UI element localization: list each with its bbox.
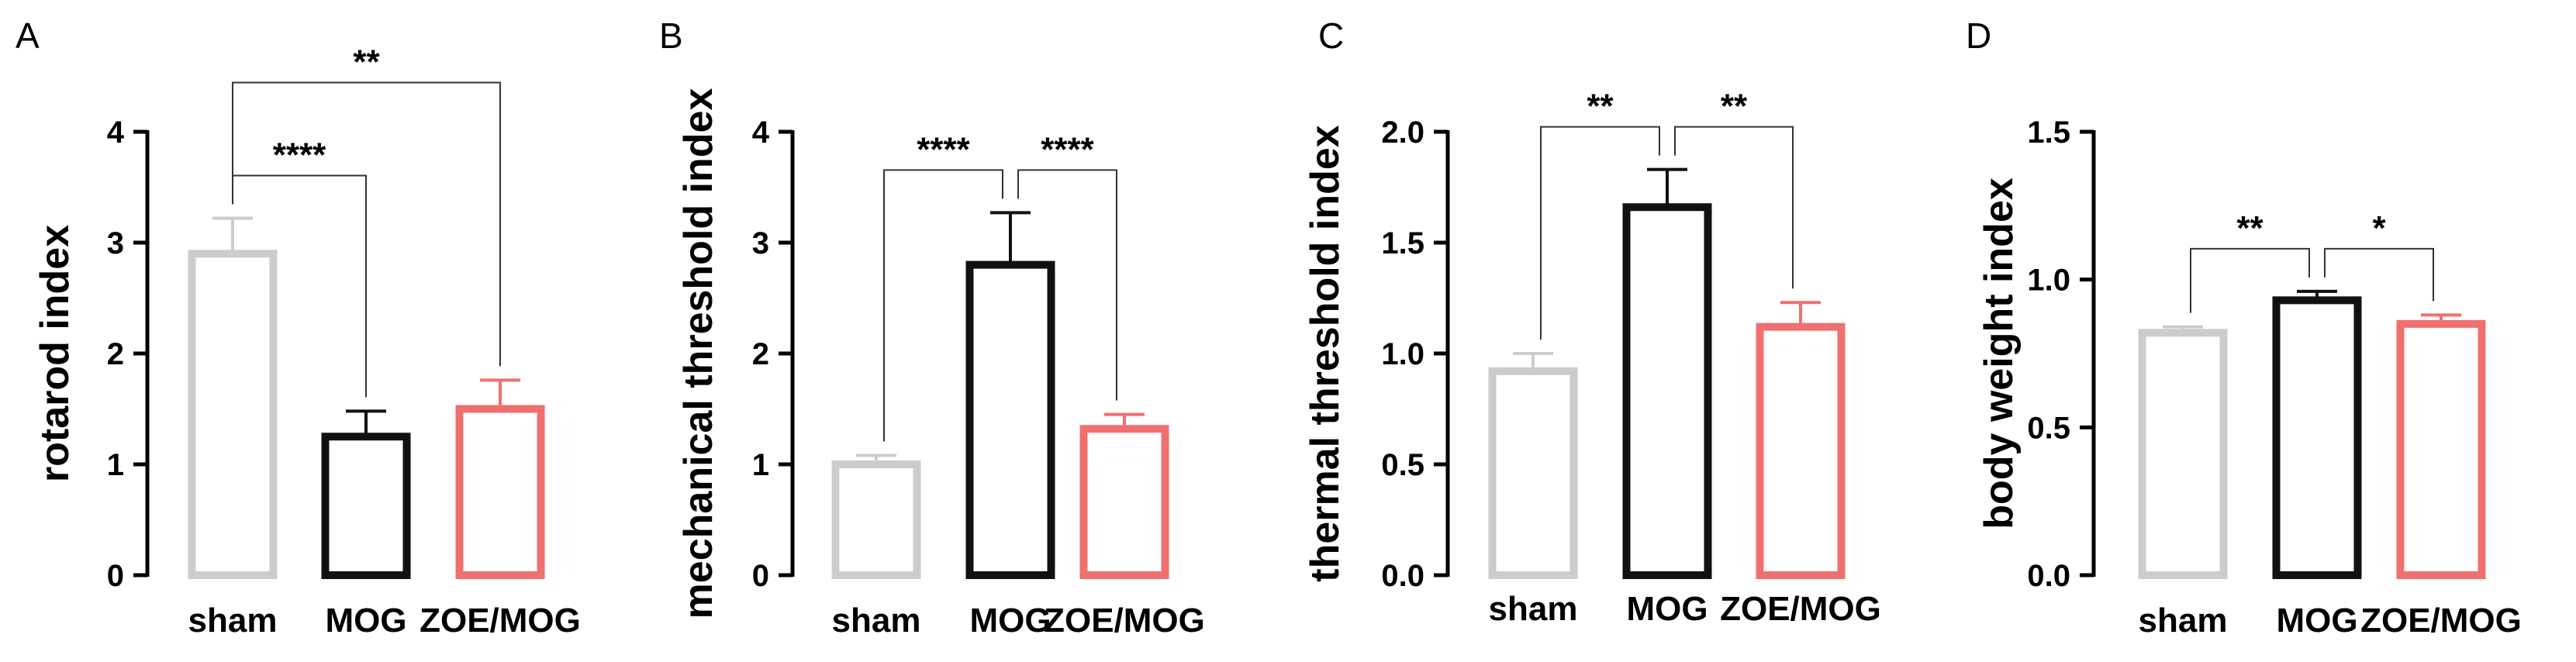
y-tick-label: 0.0 [2027,559,2070,593]
y-axis-label: mechanical threshold index [676,88,721,619]
category-label: ZOE/MOG [420,602,581,640]
panel-letter: D [1966,16,1991,56]
category-label: sham [188,602,278,640]
significance-label: * [2372,209,2386,247]
bar-mog [965,260,1055,579]
significance-bracket [232,174,367,398]
bar-sham [1488,367,1578,579]
y-tick-label: 0 [107,559,124,593]
y-tick-label: 0 [752,559,769,593]
category-label: sham [2139,602,2228,640]
significance-bracket [1674,126,1794,289]
y-tick-label: 1.0 [1381,337,1424,371]
category-label: MOG [1626,590,1708,628]
bar-sham [188,250,278,579]
bar-sham [2138,329,2228,579]
y-tick-label: 2 [752,337,769,371]
category-label: ZOE/MOG [1044,602,1205,640]
y-tick-label: 0.5 [1381,448,1424,482]
panel-C: C 0.0 0.5 1.0 1.5 2.0 thermal threshold index s… [1303,16,1881,628]
significance-label: **** [1041,130,1094,168]
y-tick-label: 1.0 [2027,264,2070,298]
significance-label: **** [273,136,326,174]
panel-B: B 0 1 2 3 4 mechanical threshold index sham MOGZ… [659,16,1205,640]
category-label: sham [832,602,921,640]
significance-bracket [2190,247,2310,313]
significance-bracket [883,169,1003,442]
significance-bracket [2324,247,2434,302]
significance-label: ** [1721,88,1748,126]
bar-zoe-mog [2396,319,2486,579]
significance-label: ** [1587,88,1614,126]
category-label: sham [1489,590,1578,628]
category-label: ZOE/MOG [2360,602,2522,640]
category-label: ZOE/MOG [1720,590,1881,628]
y-tick-label: 1 [107,448,124,482]
bar-sham [831,460,921,579]
y-tick-label: 0.0 [1381,559,1424,593]
y-tick-label: 0.5 [2027,411,2070,445]
bar-zoe-mog [455,405,545,579]
significance-label: **** [917,130,970,168]
significance-label: ** [353,43,380,81]
y-tick-label: 2.0 [1381,116,1424,150]
significance-bracket [232,81,501,367]
y-axis-label: thermal threshold index [1303,125,1348,582]
y-tick-label: 4 [752,116,770,150]
panel-letter: A [16,16,40,56]
y-axis-label: body weight index [1977,178,2022,529]
y-tick-label: 2 [107,337,124,371]
significance-bracket [1017,169,1117,401]
y-tick-label: 1.5 [2027,116,2070,150]
bar-mog [321,433,411,579]
y-tick-label: 4 [107,116,125,150]
category-label: MOG [325,602,406,640]
y-axis-label: rotarod index [33,225,78,482]
bar-zoe-mog [1079,425,1169,579]
y-tick-label: 3 [107,226,124,260]
category-label: MOG [969,602,1051,640]
bar-mog [2272,296,2362,579]
panel-letter: C [1318,16,1344,56]
significance-label: ** [2236,209,2263,247]
category-label: MOG [2276,602,2357,640]
y-tick-label: 3 [752,226,769,260]
bar-mog [1622,203,1712,579]
bar-zoe-mog [1756,322,1846,579]
panel-letter: B [659,16,683,56]
y-tick-label: 1.5 [1381,226,1424,260]
y-tick-label: 1 [752,448,769,482]
significance-bracket [1540,126,1660,340]
